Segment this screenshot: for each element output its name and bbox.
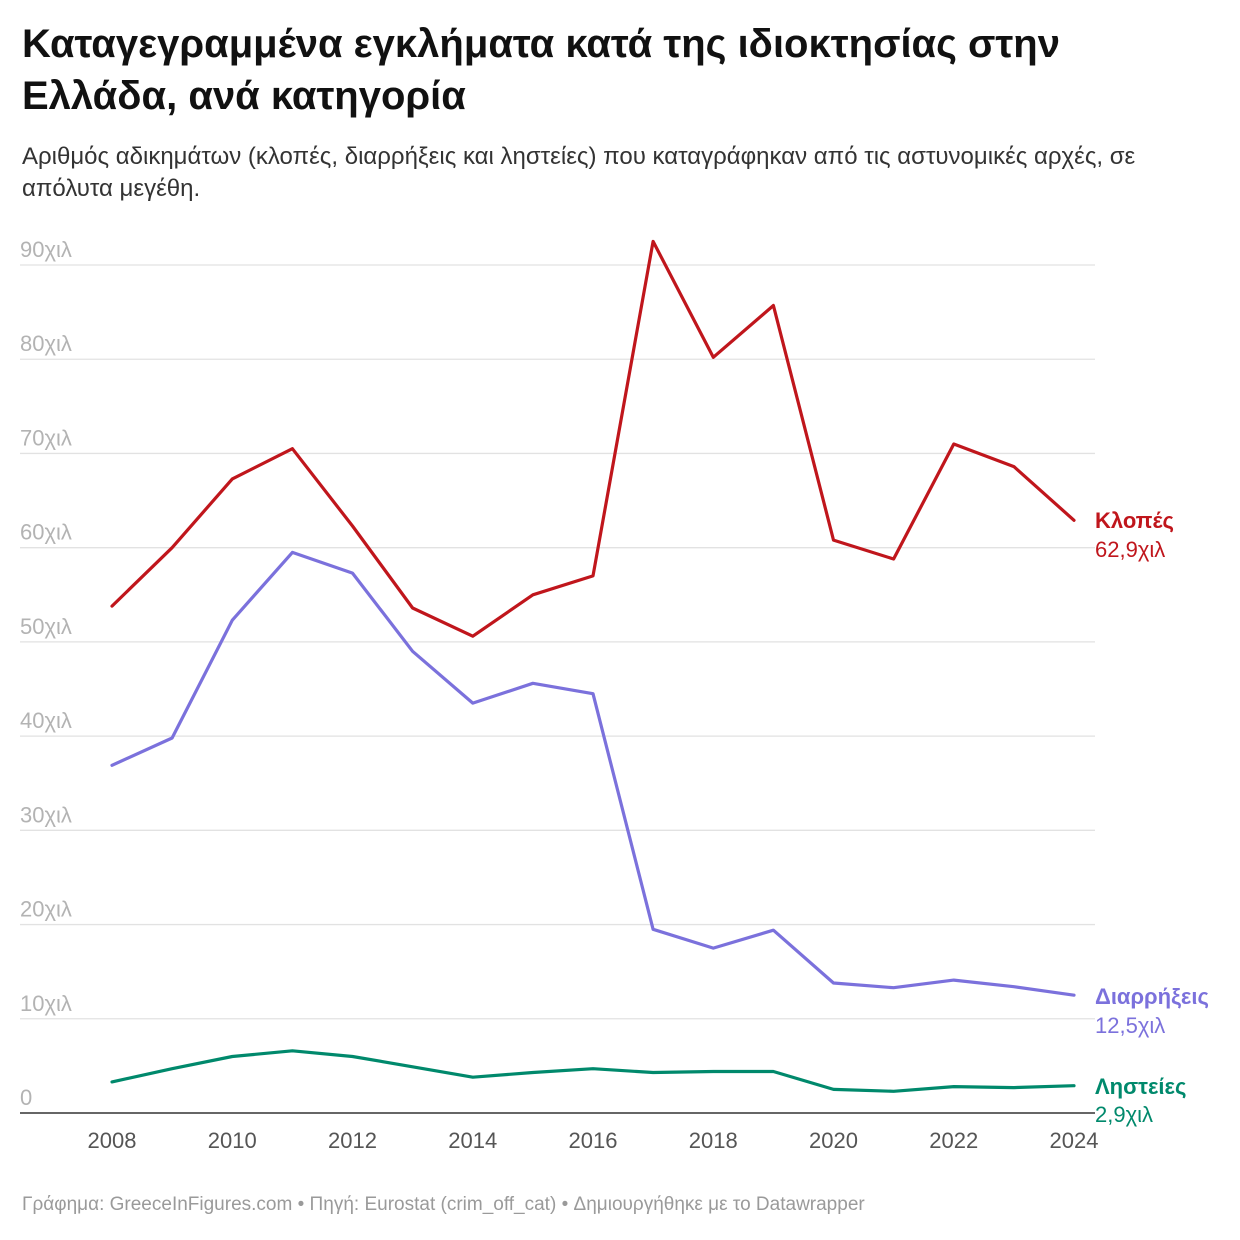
x-tick-label: 2008	[88, 1128, 137, 1153]
y-tick-label: 10χιλ	[20, 991, 72, 1016]
series-line-1	[110, 239, 1076, 638]
footer-separator: •	[556, 1194, 574, 1215]
series-label-name: Διαρρήξεις	[1095, 984, 1209, 1009]
series-line-3	[110, 1049, 1076, 1093]
y-tick-label: 40χιλ	[20, 708, 72, 733]
y-tick-label: 50χιλ	[20, 614, 72, 639]
x-tick-label: 2024	[1050, 1128, 1099, 1153]
chart-footer: Γράφημα: GreeceInFigures.com • Πηγή: Eur…	[22, 1194, 865, 1216]
y-tick-label: 90χιλ	[20, 237, 72, 262]
series-label-name: Ληστείες	[1095, 1074, 1186, 1099]
x-tick-label: 2018	[689, 1128, 738, 1153]
x-tick-label: 2014	[448, 1128, 497, 1153]
y-tick-label: 80χιλ	[20, 331, 72, 356]
line-chart: 0 10χιλ 20χιλ 30χιλ 40χιλ 50χιλ 60χιλ 70χιλ 80χι…	[20, 237, 1209, 1153]
y-tick-label: 70χιλ	[20, 425, 72, 450]
series-line-2	[110, 550, 1076, 997]
x-tick-label: 2010	[208, 1128, 257, 1153]
footer-tool: Δημιουργήθηκε με το Datawrapper	[573, 1194, 865, 1215]
chart-subtitle: Αριθμός αδικημάτων (κλοπές, διαρρήξεις κ…	[22, 143, 1136, 202]
x-tick-label: 2022	[929, 1128, 978, 1153]
series-label-value: 12,5χιλ	[1095, 1013, 1165, 1038]
series-label-value: 62,9χιλ	[1095, 537, 1165, 562]
y-tick-label: 20χιλ	[20, 897, 72, 922]
chart-title: Καταγεγραμμένα εγκλήματα κατά της ιδιοκτ…	[22, 22, 1060, 118]
footer-source: Πηγή: Eurostat (crim_off_cat)	[309, 1194, 557, 1215]
series-label-value: 2,9χιλ	[1095, 1102, 1153, 1127]
y-tick-label: 30χιλ	[20, 802, 72, 827]
y-tick-label: 0	[20, 1085, 32, 1110]
series-label-name: Κλοπές	[1095, 508, 1174, 533]
x-tick-label: 2016	[569, 1128, 618, 1153]
footer-credit: Γράφημα: GreeceInFigures.com	[22, 1194, 293, 1215]
x-tick-label: 2020	[809, 1128, 858, 1153]
y-tick-label: 60χιλ	[20, 520, 72, 545]
footer-separator: •	[292, 1194, 310, 1215]
x-tick-label: 2012	[328, 1128, 377, 1153]
